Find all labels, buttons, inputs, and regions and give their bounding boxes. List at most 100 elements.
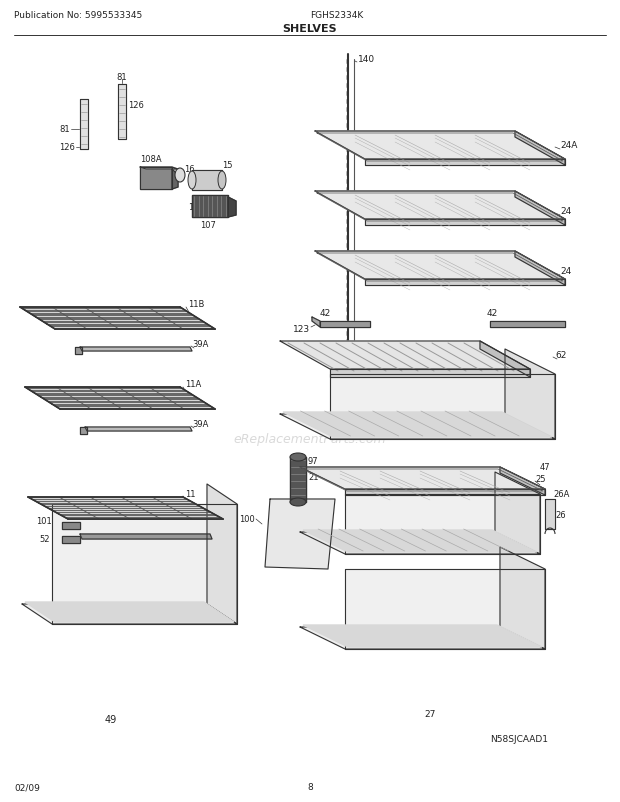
Polygon shape	[228, 198, 236, 217]
Text: 52: 52	[40, 535, 50, 544]
Polygon shape	[75, 347, 82, 354]
Text: 21: 21	[308, 473, 319, 482]
Text: 39A: 39A	[192, 420, 208, 429]
Polygon shape	[172, 170, 178, 190]
Polygon shape	[345, 489, 545, 496]
Text: 39: 39	[188, 510, 198, 519]
Text: 81: 81	[117, 72, 127, 81]
Text: N58SJCAAD1: N58SJCAAD1	[490, 735, 548, 743]
Polygon shape	[505, 350, 555, 439]
Polygon shape	[315, 192, 565, 220]
Text: 51: 51	[148, 538, 159, 547]
Polygon shape	[330, 375, 555, 439]
Polygon shape	[52, 504, 237, 624]
Polygon shape	[315, 252, 565, 280]
Text: 26A: 26A	[553, 490, 569, 499]
Ellipse shape	[175, 168, 185, 183]
Text: 11A: 11A	[185, 380, 202, 389]
Text: 15: 15	[188, 203, 198, 213]
Polygon shape	[62, 522, 80, 529]
Polygon shape	[515, 132, 565, 166]
Text: 140: 140	[358, 55, 375, 64]
Text: 25A: 25A	[420, 573, 436, 581]
Polygon shape	[80, 100, 88, 150]
Text: 24: 24	[560, 267, 571, 276]
Polygon shape	[300, 533, 540, 554]
Text: 24A: 24A	[560, 141, 577, 150]
Polygon shape	[545, 500, 555, 529]
Text: SHELVES: SHELVES	[283, 24, 337, 34]
Polygon shape	[365, 220, 565, 225]
Polygon shape	[300, 627, 545, 649]
Polygon shape	[140, 168, 178, 170]
Polygon shape	[207, 484, 237, 624]
Text: 101: 101	[178, 538, 193, 547]
Polygon shape	[515, 192, 565, 225]
Polygon shape	[490, 322, 565, 327]
Ellipse shape	[290, 453, 306, 461]
Polygon shape	[300, 468, 545, 489]
Polygon shape	[80, 534, 212, 539]
Text: 108A: 108A	[140, 156, 162, 164]
Polygon shape	[118, 85, 126, 140]
Text: 26: 26	[555, 510, 565, 519]
Polygon shape	[365, 160, 565, 166]
Text: 123: 123	[293, 325, 310, 334]
Polygon shape	[290, 457, 306, 502]
Ellipse shape	[218, 172, 226, 190]
Polygon shape	[265, 500, 335, 569]
Polygon shape	[330, 370, 530, 378]
Polygon shape	[20, 308, 215, 330]
Text: 126: 126	[59, 144, 75, 152]
Polygon shape	[25, 387, 215, 410]
Text: 16: 16	[184, 165, 195, 174]
Text: 02/09: 02/09	[14, 783, 40, 792]
Polygon shape	[192, 171, 222, 191]
Text: 11: 11	[185, 490, 195, 499]
Text: 15: 15	[222, 161, 232, 170]
Text: 11B: 11B	[188, 300, 205, 309]
Polygon shape	[280, 415, 555, 439]
Text: 25: 25	[535, 475, 546, 484]
Polygon shape	[500, 547, 545, 649]
Text: 24: 24	[560, 207, 571, 217]
Ellipse shape	[188, 172, 196, 190]
Text: 42: 42	[320, 309, 331, 318]
Polygon shape	[80, 347, 192, 351]
Polygon shape	[365, 280, 565, 286]
Text: FGHS2334K: FGHS2334K	[310, 11, 363, 21]
Polygon shape	[480, 342, 530, 378]
Text: 100: 100	[239, 515, 255, 524]
Polygon shape	[320, 322, 370, 327]
Polygon shape	[25, 602, 234, 622]
Text: 47: 47	[540, 463, 551, 472]
Text: 81: 81	[60, 125, 70, 134]
Polygon shape	[345, 494, 540, 554]
Polygon shape	[312, 318, 320, 327]
Polygon shape	[85, 427, 192, 431]
Text: 47A: 47A	[358, 573, 374, 581]
Polygon shape	[192, 196, 228, 217]
Text: 42: 42	[487, 309, 498, 318]
Polygon shape	[345, 569, 545, 649]
Ellipse shape	[290, 498, 306, 506]
Text: Publication No: 5995533345: Publication No: 5995533345	[14, 11, 142, 21]
Polygon shape	[62, 537, 80, 543]
Text: 107: 107	[200, 221, 216, 230]
Text: eReplacementParts.com: eReplacementParts.com	[234, 433, 386, 446]
Polygon shape	[315, 132, 565, 160]
Text: 27: 27	[424, 710, 436, 719]
Text: 62: 62	[555, 351, 567, 360]
Text: 39A: 39A	[192, 340, 208, 349]
Text: 97: 97	[308, 457, 319, 466]
Text: 8: 8	[307, 783, 313, 792]
Polygon shape	[80, 427, 87, 435]
Polygon shape	[303, 626, 542, 647]
Text: 101: 101	[36, 516, 52, 525]
Polygon shape	[140, 168, 172, 190]
Polygon shape	[283, 412, 552, 437]
Polygon shape	[515, 252, 565, 286]
Polygon shape	[22, 604, 237, 624]
Polygon shape	[28, 497, 223, 520]
Polygon shape	[280, 342, 530, 370]
